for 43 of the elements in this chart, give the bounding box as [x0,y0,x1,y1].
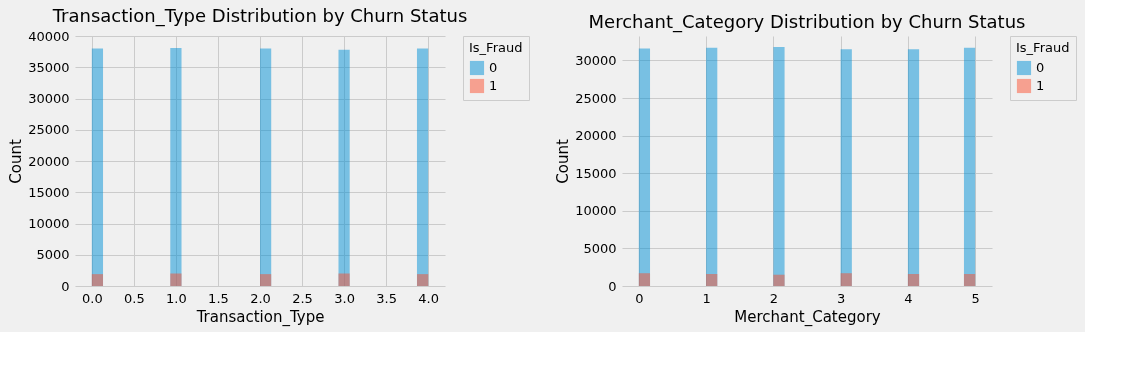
legend-label: 1 [1036,78,1045,93]
x-tick-label: 1 [702,290,711,306]
y-tick-label: 10000 [28,216,70,231]
y-tick-label: 25000 [28,122,70,138]
y-tick-label: 25000 [575,90,617,106]
y-tick-label: 40000 [28,28,70,44]
y-tick-label: 5000 [36,247,70,263]
x-tick-label: 0.0 [81,290,103,306]
y-axis-title: Count [554,139,573,184]
chart-title: Merchant_Category Distribution by Churn Status [588,10,1026,33]
y-tick-label: 15000 [575,165,617,181]
x-tick-label: 3.5 [376,290,397,306]
x-axis-title: Transaction_Type [195,307,325,327]
legend-label: 0 [1036,60,1045,75]
y-tick-label: 15000 [28,184,70,200]
y-tick-label: 0 [608,278,617,294]
x-tick-label: 3.0 [334,290,355,306]
y-tick-label: 35000 [28,59,70,75]
y-tick-label: 10000 [575,203,617,219]
legend-title: Is_Fraud [1016,40,1070,55]
legend-label: 0 [489,60,498,75]
x-tick-label: 2.5 [292,290,313,306]
legend-label: 1 [489,78,498,93]
x-tick-label: 4.0 [418,290,440,306]
y-tick-label: 20000 [575,128,617,144]
x-tick-label: 1.5 [208,290,229,306]
x-tick-label: 2 [769,290,778,306]
y-axis-title: Count [7,139,26,184]
y-tick-label: 20000 [28,153,70,169]
legend-title: Is_Fraud [469,40,523,55]
x-tick-label: 1.0 [166,290,187,306]
x-tick-label: 0 [635,290,644,306]
y-tick-label: 0 [61,278,70,294]
y-tick-label: 5000 [583,240,617,256]
x-tick-label: 5 [971,290,980,306]
x-tick-label: 2.0 [250,290,271,306]
y-tick-label: 30000 [575,52,617,68]
x-tick-label: 4 [904,290,913,306]
y-tick-label: 30000 [28,91,70,106]
x-tick-label: 0.5 [124,290,145,306]
chart-title: Transaction_Type Distribution by Churn Status [51,5,468,27]
x-axis-title: Merchant_Category [734,307,881,327]
x-tick-label: 3 [837,290,846,306]
